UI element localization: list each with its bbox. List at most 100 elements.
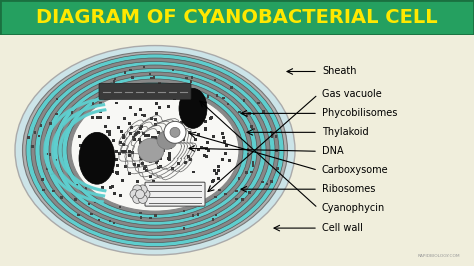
Bar	[62, 124, 64, 127]
Bar	[139, 141, 142, 144]
Bar	[217, 165, 220, 168]
Bar	[191, 103, 194, 106]
Bar	[108, 131, 111, 134]
Bar	[163, 142, 165, 144]
Text: DIAGRAM OF CYANOBACTERIAL CELL: DIAGRAM OF CYANOBACTERIAL CELL	[36, 8, 438, 27]
Bar	[182, 120, 185, 123]
Bar	[197, 133, 200, 136]
Bar	[76, 184, 78, 186]
Bar	[77, 214, 80, 216]
Bar	[156, 138, 159, 141]
Bar	[115, 102, 118, 105]
Bar	[172, 69, 174, 71]
Bar	[149, 153, 152, 156]
Bar	[118, 194, 121, 197]
Bar	[155, 214, 157, 217]
Bar	[101, 186, 104, 189]
Bar	[270, 180, 273, 182]
Bar	[206, 141, 209, 144]
Bar	[167, 105, 170, 108]
Bar	[94, 201, 96, 203]
Bar	[90, 160, 93, 163]
Bar	[144, 165, 147, 168]
Bar	[149, 175, 152, 178]
Text: RAPIDBIOLOGY.COM: RAPIDBIOLOGY.COM	[418, 254, 460, 258]
FancyBboxPatch shape	[145, 182, 205, 206]
Bar	[162, 149, 165, 152]
Bar	[182, 227, 185, 230]
Bar	[248, 112, 251, 115]
Bar	[157, 166, 160, 169]
Bar	[109, 147, 112, 150]
Ellipse shape	[62, 82, 248, 218]
Bar	[168, 152, 171, 155]
Bar	[115, 158, 118, 161]
Bar	[120, 179, 124, 182]
Bar	[113, 222, 115, 225]
Bar	[261, 181, 264, 183]
Bar	[176, 198, 179, 201]
Bar	[118, 152, 121, 155]
Ellipse shape	[40, 65, 270, 236]
Bar	[131, 151, 134, 155]
Ellipse shape	[49, 72, 261, 228]
Bar	[154, 214, 156, 217]
Ellipse shape	[53, 76, 257, 225]
Bar	[148, 155, 151, 158]
Bar	[205, 155, 209, 158]
Bar	[133, 138, 136, 141]
Bar	[213, 169, 216, 172]
Bar	[124, 71, 126, 74]
Bar	[142, 152, 145, 155]
Bar	[144, 134, 147, 137]
Circle shape	[136, 190, 145, 199]
Bar	[115, 171, 118, 174]
Bar	[159, 156, 162, 160]
Bar	[276, 167, 279, 169]
Ellipse shape	[26, 54, 284, 247]
Bar	[203, 154, 206, 157]
Bar	[139, 108, 142, 111]
Bar	[129, 132, 132, 135]
Bar	[118, 141, 121, 144]
Bar	[172, 185, 175, 188]
Bar	[210, 115, 213, 119]
Bar	[248, 191, 251, 194]
Bar	[159, 134, 162, 137]
Bar	[116, 150, 118, 153]
Bar	[205, 147, 209, 150]
Bar	[133, 163, 136, 166]
Bar	[34, 131, 36, 134]
Bar	[168, 158, 171, 161]
Bar	[253, 128, 255, 130]
Bar	[90, 140, 93, 143]
Bar	[131, 136, 135, 139]
Bar	[139, 155, 143, 158]
Bar	[123, 118, 126, 120]
Bar	[222, 140, 226, 143]
Bar	[91, 102, 94, 105]
Bar	[49, 153, 51, 156]
Bar	[146, 146, 149, 149]
Bar	[173, 137, 175, 140]
Bar	[221, 132, 224, 135]
Bar	[187, 114, 190, 117]
Bar	[222, 97, 225, 99]
Bar	[160, 86, 163, 88]
Bar	[129, 69, 132, 71]
FancyBboxPatch shape	[0, 0, 474, 35]
Bar	[214, 196, 217, 198]
Bar	[143, 167, 146, 169]
Bar	[150, 117, 153, 120]
Text: Sheath: Sheath	[322, 66, 356, 77]
Bar	[128, 154, 131, 157]
Bar	[184, 89, 187, 91]
Bar	[153, 76, 155, 78]
Circle shape	[133, 185, 142, 194]
Bar	[121, 150, 124, 153]
Bar	[189, 131, 191, 134]
Bar	[265, 183, 268, 185]
Bar	[122, 134, 125, 137]
Bar	[152, 180, 155, 182]
Bar	[180, 128, 182, 131]
